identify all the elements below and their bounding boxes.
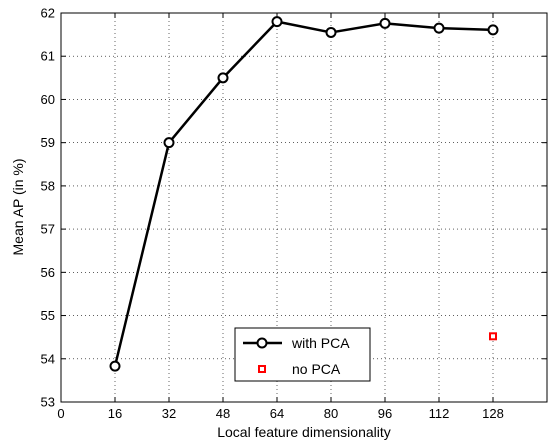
point-s0-7	[487, 24, 499, 36]
x-tick-label-8: 128	[482, 406, 504, 421]
point-s0-4	[325, 26, 337, 38]
y-tick-label-9: 62	[41, 6, 55, 21]
x-tick-label-7: 112	[429, 406, 450, 421]
y-tick-label-5: 58	[41, 178, 55, 193]
x-tick-label-5: 80	[324, 406, 338, 421]
point-s0-5	[379, 17, 391, 29]
y-axis-label: Mean AP (in %)	[10, 158, 26, 255]
y-tick-label-2: 55	[41, 308, 55, 323]
x-ticks: 0 16 32 48 64 80 96 112 128	[57, 13, 504, 421]
legend-box	[234, 327, 371, 382]
x-tick-label-6: 96	[378, 406, 392, 421]
point-s0-3	[271, 16, 283, 28]
series-line-0	[113, 20, 494, 367]
point-s0-0	[109, 360, 121, 372]
series-layer	[109, 16, 499, 372]
x-tick-label-1: 16	[108, 406, 122, 421]
y-tick-label-4: 57	[41, 222, 55, 237]
y-tick-label-8: 61	[41, 49, 55, 64]
legend: with PCA no PCA	[234, 327, 371, 382]
point-s0-1	[163, 137, 175, 149]
legend-marker-no-pca	[258, 365, 266, 373]
plot-frame	[60, 12, 548, 403]
point-s0-2	[217, 72, 229, 84]
legend-label-with-pca: with PCA	[291, 335, 350, 351]
x-axis-label: Local feature dimensionality	[217, 424, 391, 440]
legend-label-no-pca: no PCA	[292, 361, 341, 377]
point-s1-0	[489, 332, 497, 341]
y-ticks: 53 54 55 56 57 58 59 60 61 62	[41, 6, 547, 410]
x-tick-label-2: 32	[162, 406, 176, 421]
x-tick-label-3: 48	[216, 406, 230, 421]
y-tick-label-3: 56	[41, 265, 55, 280]
y-tick-label-1: 54	[41, 351, 55, 366]
y-tick-label-6: 59	[41, 135, 55, 150]
x-tick-label-4: 64	[270, 406, 284, 421]
y-tick-label-0: 53	[41, 395, 55, 410]
y-tick-label-7: 60	[41, 92, 55, 107]
axes	[60, 12, 548, 403]
legend-marker-with-pca	[256, 337, 268, 349]
point-s0-6	[433, 22, 445, 34]
x-tick-label-0: 0	[57, 406, 64, 421]
